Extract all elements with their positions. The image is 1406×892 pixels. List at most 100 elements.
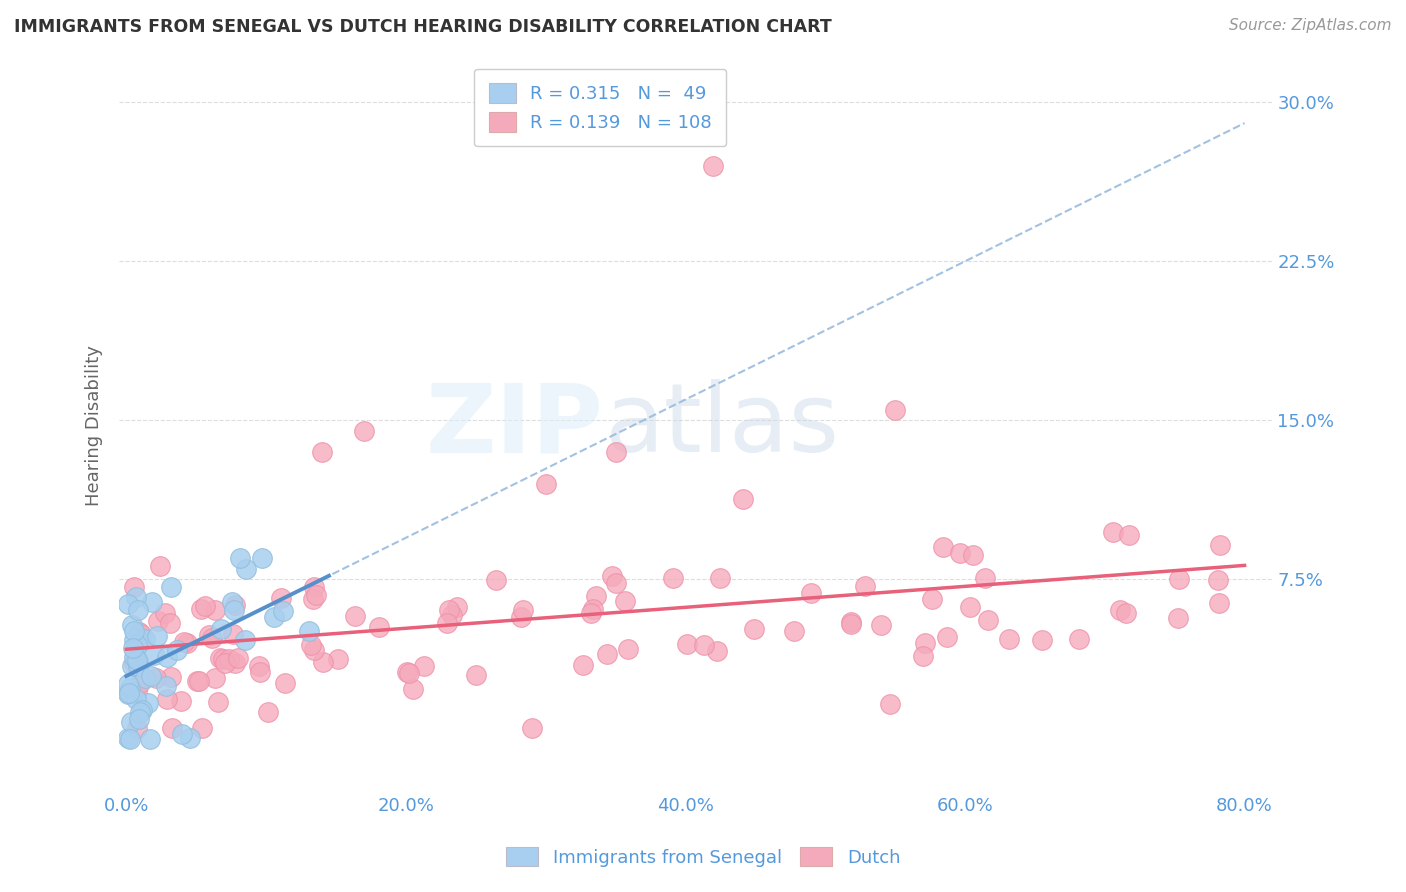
Point [141,594,163,608]
Point [343,609,366,624]
Point [596,648,619,662]
Point [977,613,1000,627]
Point [353,424,375,438]
Text: Source: ZipAtlas.com: Source: ZipAtlas.com [1229,18,1392,33]
Point [617,642,640,657]
Point [440,608,463,623]
Point [221,595,243,609]
Point [368,620,391,634]
Point [436,615,458,630]
Point [464,667,486,681]
Point [800,586,823,600]
Point [156,692,179,706]
Point [142,648,165,662]
Point [208,651,231,665]
Point [222,627,245,641]
Point [1206,573,1229,587]
Point [212,652,235,666]
Point [585,589,607,603]
Point [605,445,627,459]
Point [117,677,139,691]
Point [911,648,934,663]
Point [402,681,425,696]
Point [257,706,280,720]
Point [1167,572,1189,586]
Point [128,625,150,640]
Point [312,656,335,670]
Point [869,618,891,632]
Point [128,712,150,726]
Point [149,558,172,573]
Point [207,695,229,709]
Point [120,681,142,695]
Point [127,654,149,668]
Point [841,615,863,629]
Point [706,644,728,658]
Point [138,731,160,746]
Point [914,636,936,650]
Point [1108,603,1130,617]
Text: IMMIGRANTS FROM SENEGAL VS DUTCH HEARING DISABILITY CORRELATION CHART: IMMIGRANTS FROM SENEGAL VS DUTCH HEARING… [14,18,832,36]
Point [579,606,602,620]
Point [160,580,183,594]
Point [921,592,943,607]
Point [125,684,148,698]
Point [173,635,195,649]
Point [247,658,270,673]
Point [602,568,624,582]
Point [305,588,328,602]
Point [274,676,297,690]
Point [662,571,685,585]
Legend: R = 0.315   N =  49, R = 0.139   N = 108: R = 0.315 N = 49, R = 0.139 N = 108 [474,69,727,146]
Point [122,580,145,594]
Point [224,598,246,612]
Point [302,643,325,657]
Point [326,652,349,666]
Point [932,540,955,554]
Point [125,691,148,706]
Point [884,402,907,417]
Point [605,576,627,591]
Y-axis label: Hearing Disability: Hearing Disability [86,345,103,506]
Point [962,548,984,562]
Point [129,626,152,640]
Point [127,659,149,673]
Point [302,592,325,607]
Text: atlas: atlas [603,379,839,472]
Point [170,694,193,708]
Point [155,650,177,665]
Point [534,477,557,491]
Point [783,624,806,638]
Point [1031,633,1053,648]
Legend: Immigrants from Senegal, Dutch: Immigrants from Senegal, Dutch [499,840,907,874]
Point [172,727,194,741]
Point [676,637,699,651]
Point [190,602,212,616]
Point [311,445,333,459]
Point [582,602,605,616]
Point [1102,524,1125,539]
Point [125,590,148,604]
Point [120,731,142,746]
Point [136,697,159,711]
Point [1115,606,1137,620]
Point [709,571,731,585]
Point [974,570,997,584]
Point [131,703,153,717]
Text: ZIP: ZIP [426,379,603,472]
Point [853,579,876,593]
Point [218,652,240,666]
Point [122,650,145,665]
Point [127,652,149,666]
Point [226,651,249,665]
Point [398,665,420,680]
Point [153,607,176,621]
Point [572,657,595,672]
Point [125,639,148,653]
Point [613,594,636,608]
Point [1067,632,1090,646]
Point [122,624,145,639]
Point [127,603,149,617]
Point [146,614,169,628]
Point [437,603,460,617]
